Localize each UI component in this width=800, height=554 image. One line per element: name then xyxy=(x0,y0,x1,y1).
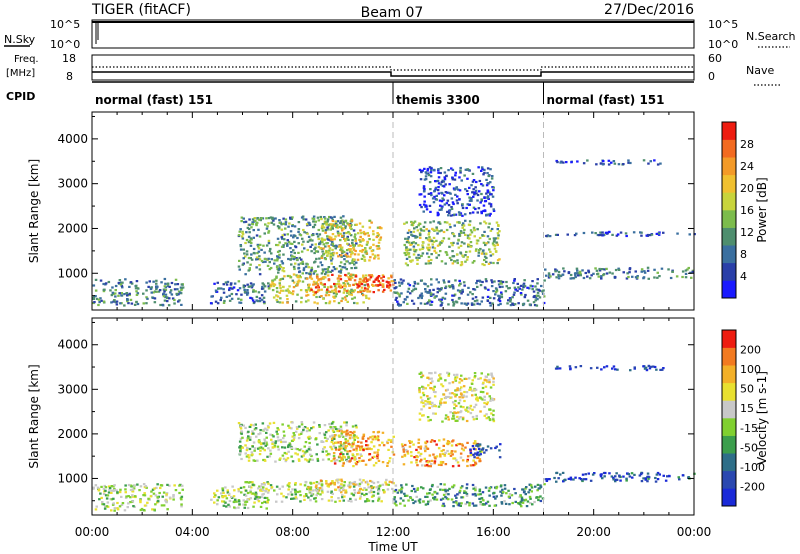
y-tick-label: 2000 xyxy=(57,427,88,441)
colorbar-tick-label: 8 xyxy=(740,248,747,261)
nave-tick-top: 60 xyxy=(708,52,722,65)
colorbar-tick-label: 50 xyxy=(740,383,754,396)
colorbar-swatch xyxy=(722,227,736,246)
colorbar-label: Power [dB] xyxy=(755,177,769,242)
y-tick-label: 3000 xyxy=(57,382,88,396)
y-tick-label: 3000 xyxy=(57,177,88,191)
colorbar-tick-label: 200 xyxy=(740,344,761,357)
heatmap-cells xyxy=(92,159,696,307)
heatmap-cells xyxy=(92,364,696,512)
cpid-segment-label: themis 3300 xyxy=(396,93,480,107)
freq-tick-top: 18 xyxy=(62,52,76,65)
colorbar-tick-label: 100 xyxy=(740,363,761,376)
nsky-tick-bottom: 10^0 xyxy=(50,38,80,51)
colorbar-swatch xyxy=(722,245,736,264)
colorbar-swatch xyxy=(722,192,736,211)
freq-tick-bottom: 8 xyxy=(66,70,73,83)
colorbar-swatch xyxy=(722,470,736,489)
nsearch-tick-bottom: 10^0 xyxy=(708,38,738,51)
colorbar-swatch xyxy=(722,435,736,454)
y-axis-label: Slant Range [km] xyxy=(27,159,41,263)
colorbar-tick-label: 28 xyxy=(740,138,754,151)
y-tick-label: 4000 xyxy=(57,338,88,352)
nsky-tick-top: 10^5 xyxy=(50,18,80,31)
colorbar-swatch xyxy=(722,174,736,193)
x-tick-label: 20:00 xyxy=(576,525,611,539)
freq-trace xyxy=(92,71,694,77)
y-tick-label: 1000 xyxy=(57,266,88,280)
colorbar-tick-label: -15 xyxy=(740,422,758,435)
nave-label: Nave xyxy=(746,64,774,77)
colorbar-swatch xyxy=(722,122,736,140)
nsearch-label: N.Search xyxy=(746,30,796,43)
nave-trace xyxy=(92,66,694,71)
freq-unit: [MHz] xyxy=(6,68,35,79)
x-tick-label: 04:00 xyxy=(175,525,210,539)
colorbar-swatch xyxy=(722,400,736,419)
nave-tick-bottom: 0 xyxy=(708,70,715,83)
colorbar-tick-label: 16 xyxy=(740,204,754,217)
colorbar-tick-label: 4 xyxy=(740,270,747,283)
y-tick-label: 4000 xyxy=(57,132,88,146)
colorbar-swatch xyxy=(722,418,736,436)
colorbar-swatch xyxy=(722,382,736,401)
y-axis-label: Slant Range [km] xyxy=(27,364,41,468)
y-tick-label: 1000 xyxy=(57,471,88,485)
cpid-segment-label: normal (fast) 151 xyxy=(95,93,213,107)
colorbar-swatch xyxy=(722,280,736,299)
colorbar-swatch xyxy=(722,157,736,176)
colorbar-label: Velocity [m s-1] xyxy=(755,371,769,465)
colorbar-tick-label: -50 xyxy=(740,441,758,454)
x-tick-label: 12:00 xyxy=(376,525,411,539)
x-tick-label: 16:00 xyxy=(476,525,511,539)
date-label: 27/Dec/2016 xyxy=(604,2,694,18)
colorbar-tick-label: -100 xyxy=(740,461,765,474)
nsky-dips xyxy=(95,22,99,44)
colorbar-frame xyxy=(721,121,737,299)
colorbar-swatch xyxy=(722,139,736,158)
colorbar-frame xyxy=(721,329,737,507)
x-tick-label: 00:00 xyxy=(75,525,110,539)
freq-label: Freq. xyxy=(14,54,39,65)
colorbar-tick-label: 24 xyxy=(740,160,754,173)
colorbar-swatch xyxy=(722,347,736,366)
colorbar-swatch xyxy=(722,210,736,228)
nsky-panel xyxy=(91,19,695,49)
nsearch-tick-top: 10^5 xyxy=(708,18,738,31)
colorbar-swatch xyxy=(722,365,736,384)
nsky-label: N.Sky xyxy=(4,33,36,46)
cpid-segment-label: normal (fast) 151 xyxy=(547,93,665,107)
colorbar-swatch xyxy=(722,488,736,507)
y-tick-label: 2000 xyxy=(57,221,88,235)
colorbar-swatch xyxy=(722,262,736,281)
colorbar-swatch xyxy=(722,330,736,348)
colorbar-tick-label: -200 xyxy=(740,480,765,493)
colorbar-tick-label: 15 xyxy=(740,402,754,415)
radar-title: TIGER (fitACF) xyxy=(91,2,191,18)
colorbar-tick-label: 12 xyxy=(740,226,754,239)
beam-label: Beam 07 xyxy=(361,5,424,21)
colorbar-tick-label: 20 xyxy=(740,182,754,195)
x-tick-label: 08:00 xyxy=(275,525,310,539)
colorbar-swatch xyxy=(722,453,736,472)
x-axis-label: Time UT xyxy=(367,540,418,554)
cpid-label: CPID xyxy=(6,90,35,103)
x-tick-label: 00:00 xyxy=(677,525,712,539)
